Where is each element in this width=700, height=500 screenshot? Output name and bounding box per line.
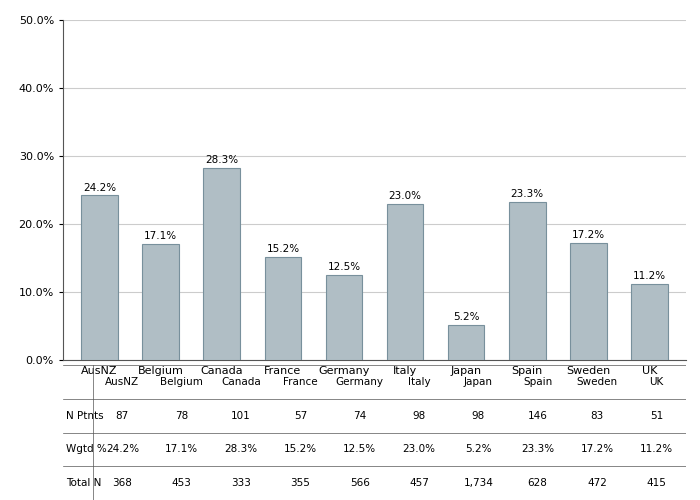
Text: 333: 333 <box>231 478 251 488</box>
Text: Canada: Canada <box>221 377 261 387</box>
Text: 415: 415 <box>646 478 666 488</box>
Text: UK: UK <box>649 377 664 387</box>
Text: 15.2%: 15.2% <box>266 244 300 254</box>
Text: 472: 472 <box>587 478 607 488</box>
Text: Spain: Spain <box>523 377 552 387</box>
Text: Total N: Total N <box>66 478 102 488</box>
Text: 17.1%: 17.1% <box>165 444 198 454</box>
Text: Sweden: Sweden <box>576 377 617 387</box>
Bar <box>386 204 424 360</box>
Text: Germany: Germany <box>336 377 384 387</box>
Text: 23.0%: 23.0% <box>402 444 435 454</box>
Bar <box>326 275 363 360</box>
Bar <box>81 196 118 360</box>
Text: 87: 87 <box>116 410 129 420</box>
Text: 457: 457 <box>409 478 429 488</box>
Text: 5.2%: 5.2% <box>465 444 491 454</box>
Text: 12.5%: 12.5% <box>328 262 360 272</box>
Text: 23.0%: 23.0% <box>389 191 421 201</box>
Text: 74: 74 <box>353 410 366 420</box>
Bar <box>509 202 545 360</box>
Text: Japan: Japan <box>464 377 493 387</box>
Text: 355: 355 <box>290 478 310 488</box>
Text: 1,734: 1,734 <box>463 478 494 488</box>
Text: 78: 78 <box>175 410 188 420</box>
Text: 28.3%: 28.3% <box>225 444 258 454</box>
Text: 28.3%: 28.3% <box>205 155 239 165</box>
Bar <box>142 244 179 360</box>
Text: 15.2%: 15.2% <box>284 444 317 454</box>
Text: Italy: Italy <box>407 377 430 387</box>
Text: 5.2%: 5.2% <box>453 312 480 322</box>
Text: 98: 98 <box>412 410 426 420</box>
Text: 146: 146 <box>528 410 547 420</box>
Text: Wgtd %: Wgtd % <box>66 444 106 454</box>
Text: 23.3%: 23.3% <box>510 189 544 199</box>
Text: 17.1%: 17.1% <box>144 231 177 241</box>
Bar <box>204 168 240 360</box>
Text: 24.2%: 24.2% <box>106 444 139 454</box>
Text: Belgium: Belgium <box>160 377 203 387</box>
Text: 566: 566 <box>350 478 370 488</box>
Text: 11.2%: 11.2% <box>633 271 666 281</box>
Text: 51: 51 <box>650 410 663 420</box>
Text: 57: 57 <box>294 410 307 420</box>
Bar <box>448 324 484 360</box>
Text: N Ptnts: N Ptnts <box>66 410 104 420</box>
Text: 24.2%: 24.2% <box>83 182 116 192</box>
Text: 628: 628 <box>528 478 547 488</box>
Bar <box>631 284 668 360</box>
Text: 11.2%: 11.2% <box>640 444 673 454</box>
Bar <box>570 243 607 360</box>
Text: 368: 368 <box>113 478 132 488</box>
Text: 17.2%: 17.2% <box>572 230 605 240</box>
Text: 23.3%: 23.3% <box>521 444 554 454</box>
Text: France: France <box>283 377 318 387</box>
Text: 83: 83 <box>590 410 603 420</box>
Bar <box>265 256 301 360</box>
Text: 98: 98 <box>472 410 485 420</box>
Text: 12.5%: 12.5% <box>343 444 376 454</box>
Text: 17.2%: 17.2% <box>580 444 614 454</box>
Text: 453: 453 <box>172 478 192 488</box>
Text: AusNZ: AusNZ <box>105 377 139 387</box>
Text: 101: 101 <box>231 410 251 420</box>
